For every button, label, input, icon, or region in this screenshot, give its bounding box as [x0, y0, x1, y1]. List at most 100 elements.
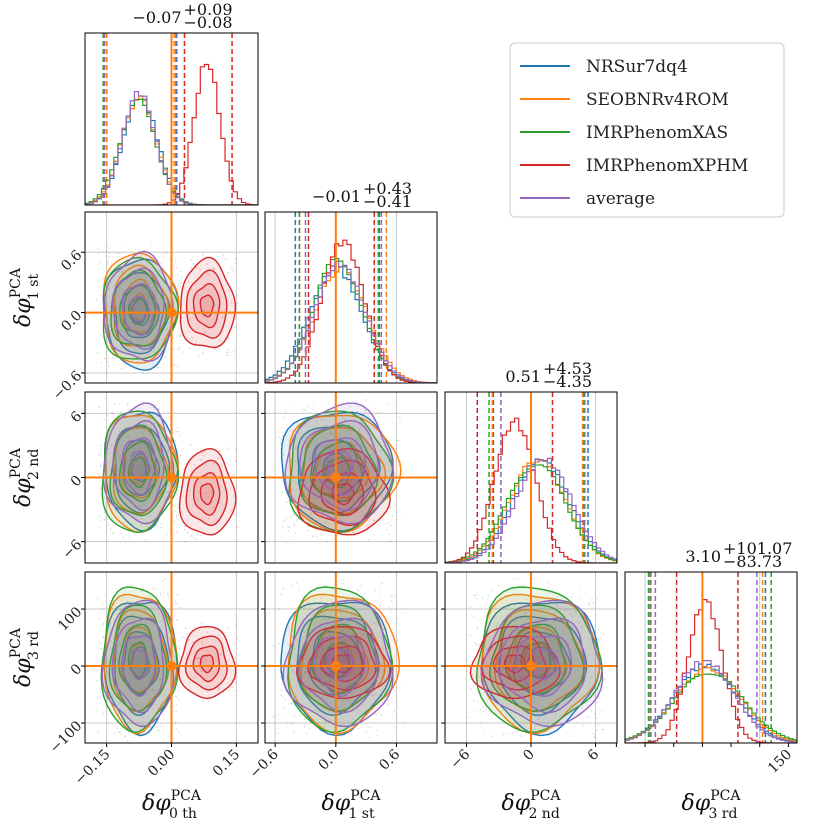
sample-dot: [119, 413, 121, 416]
sample-dot: [134, 619, 136, 621]
x-tick-label: 0: [520, 747, 538, 765]
truth-marker: [330, 472, 341, 483]
sample-dot: [109, 305, 111, 308]
sample-dot: [98, 514, 100, 517]
sample-dot: [119, 459, 121, 461]
sample-dot: [336, 671, 339, 674]
contour-panel-p0-p2: [84, 391, 259, 564]
sample-dot: [352, 718, 354, 721]
sample-dot: [294, 531, 297, 534]
sample-dot: [112, 531, 115, 534]
sample-dot: [315, 480, 318, 482]
sample-dot: [99, 642, 102, 644]
sample-dot: [513, 716, 516, 719]
sample-dot: [206, 271, 209, 274]
sample-dot: [295, 685, 297, 688]
sample-dot: [380, 714, 382, 717]
sample-dot: [149, 595, 151, 597]
sample-dot: [290, 702, 293, 705]
sample-dot: [527, 618, 529, 621]
sample-dot: [470, 688, 472, 690]
sample-dot: [140, 524, 143, 526]
sample-dot: [142, 723, 144, 726]
x-tick-label: 0.0: [316, 747, 343, 774]
sample-dot: [389, 524, 392, 527]
sample-dot: [155, 333, 158, 336]
sample-dot: [217, 633, 220, 636]
sample-dot: [150, 244, 152, 246]
y-tick-label: −0.6: [50, 368, 85, 403]
sample-dot: [174, 510, 177, 512]
sample-dot: [375, 444, 377, 447]
sample-dot: [286, 424, 289, 426]
sample-dot: [278, 607, 281, 610]
sample-dot: [174, 655, 176, 658]
contour-IMRPhenomXPHM: [319, 645, 365, 683]
sample-dot: [527, 651, 529, 654]
sample-dot: [345, 667, 348, 669]
sample-dot: [217, 457, 219, 460]
sample-dot: [125, 614, 128, 616]
sample-dot: [381, 646, 384, 648]
sample-dot: [140, 341, 143, 344]
sample-dot: [401, 612, 404, 615]
title-minus: −4.35: [543, 372, 592, 391]
sample-dot: [130, 331, 132, 334]
sample-dot: [272, 644, 275, 647]
sample-dot: [235, 623, 238, 625]
contour-average: [480, 599, 604, 728]
sample-dot: [221, 464, 223, 467]
sample-dot: [507, 732, 509, 735]
sample-dot: [602, 633, 605, 636]
sample-dot: [396, 602, 399, 605]
sample-dot: [281, 492, 283, 494]
sample-dot: [160, 678, 162, 680]
sample-dot: [339, 436, 342, 438]
sample-dot: [590, 598, 592, 601]
contour-average: [111, 267, 165, 350]
sample-dot: [235, 448, 237, 450]
sample-dot: [309, 683, 311, 686]
sample-dot: [371, 670, 374, 672]
sample-dot: [596, 597, 599, 600]
sample-dot: [153, 442, 156, 444]
sample-dot: [331, 432, 333, 435]
sample-dot: [123, 425, 126, 428]
sample-dot: [495, 626, 498, 629]
sample-dot: [207, 496, 210, 499]
sample-dot: [100, 465, 103, 467]
sample-dot: [226, 354, 229, 357]
contour-SEOBNRv4ROM: [507, 626, 568, 693]
x-tick-label: 0.6: [376, 746, 403, 773]
sample-dot: [213, 506, 215, 509]
sample-dot: [296, 695, 299, 698]
sample-dot: [391, 421, 394, 424]
sample-dot: [192, 640, 195, 643]
sample-dot: [342, 416, 345, 419]
contour-average: [130, 450, 149, 481]
sample-dot: [236, 526, 239, 529]
contour-IMRPhenomXPHM: [179, 256, 237, 349]
sample-dot: [178, 731, 180, 734]
sample-dot: [596, 701, 598, 704]
sample-dot: [389, 701, 392, 704]
sample-dot: [205, 481, 208, 484]
sample-dot: [184, 525, 186, 528]
sample-dot: [564, 609, 567, 612]
x-tick-label: −0.15: [72, 747, 114, 789]
sample-dot: [176, 365, 179, 367]
sample-dot: [343, 418, 346, 421]
sample-dot: [293, 523, 296, 525]
sample-dot: [342, 582, 344, 585]
sample-dot: [307, 405, 310, 408]
sample-dot: [520, 735, 523, 737]
sample-dot: [156, 721, 159, 723]
sample-dot: [373, 622, 375, 624]
sample-dot: [159, 592, 162, 595]
sample-dot: [357, 590, 360, 593]
sample-dot: [121, 270, 123, 273]
sample-dot: [562, 633, 565, 636]
sample-dot: [321, 695, 324, 697]
sample-dot: [282, 587, 284, 590]
contour-IMRPhenomXAS: [299, 424, 379, 517]
